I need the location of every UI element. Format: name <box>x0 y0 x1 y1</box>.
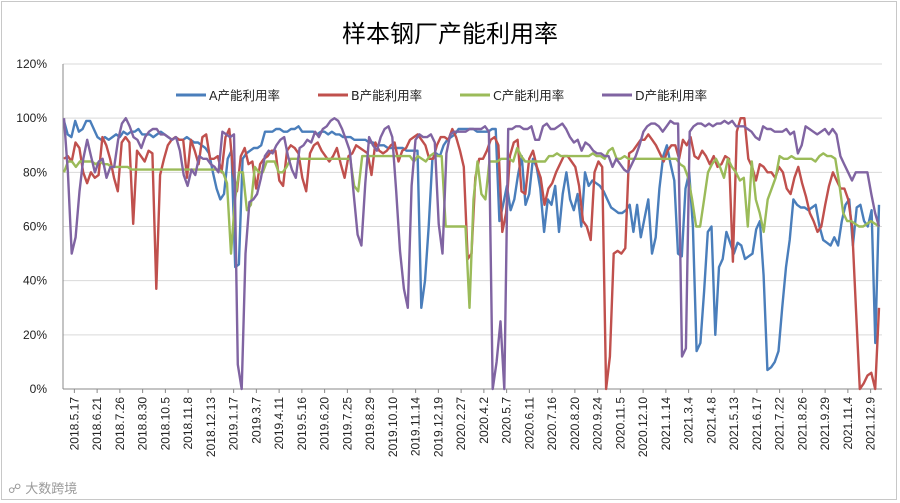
x-tick-label: 2018.7.26 <box>113 397 127 451</box>
x-tick-label: 2019.10.10 <box>386 397 400 457</box>
x-axis-ticks: 2018.5.17 2018.6.21 2018.7.26 2018.8.30 2018… <box>67 389 878 457</box>
x-tick-label: 2021.6.17 <box>750 397 764 451</box>
x-tick-label: 2020.9.24 <box>591 397 605 451</box>
x-tick-label: 2021.4.8 <box>704 397 718 444</box>
series-line-c <box>62 146 880 309</box>
legend-label: A产能利用率 <box>209 88 280 103</box>
x-tick-label: 2020.4.2 <box>477 397 491 444</box>
y-tick-label: 60% <box>23 220 47 234</box>
x-tick-label: 2019.11.14 <box>409 397 423 456</box>
y-axis-ticks: 0% 20% 40% 60% 80% 100% 120% <box>16 57 47 396</box>
x-tick-label: 2020.6.11 <box>522 397 536 450</box>
x-tick-label: 2018.6.21 <box>90 397 104 451</box>
x-tick-label: 2018.11.8 <box>181 397 195 450</box>
x-tick-label: 2021.11.4 <box>841 397 855 450</box>
x-tick-label: 2021.7.22 <box>773 397 787 451</box>
legend: A产能利用率 B产能利用率 C产能利用率 D产能利用率 <box>176 88 707 103</box>
x-tick-label: 2018.5.17 <box>67 397 81 451</box>
x-tick-label: 2018.12.13 <box>204 397 218 457</box>
x-tick-label: 2019.4.11 <box>272 397 286 450</box>
y-tick-label: 20% <box>23 328 47 342</box>
y-tick-label: 0% <box>30 382 48 396</box>
x-tick-label: 2020.2.27 <box>454 397 468 451</box>
x-tick-label: 2019.12.19 <box>431 397 445 457</box>
x-tick-label: 2021.3.4 <box>682 397 696 444</box>
x-tick-label: 2020.11.5 <box>613 397 627 450</box>
legend-label: C产能利用率 <box>493 88 564 103</box>
x-tick-label: 2019.3.7 <box>249 397 263 444</box>
y-tick-label: 120% <box>16 57 47 71</box>
legend-label: D产能利用率 <box>635 88 707 103</box>
series-line-d <box>62 116 881 391</box>
y-tick-label: 40% <box>23 274 47 288</box>
x-tick-label: 2019.8.29 <box>363 397 377 451</box>
x-tick-label: 2019.7.25 <box>340 397 354 451</box>
x-tick-label: 2019.5.16 <box>295 397 309 451</box>
watermark-logo: ☍ 大数跨境 <box>8 482 78 497</box>
y-tick-label: 100% <box>16 111 47 125</box>
x-tick-label: 2020.8.20 <box>568 397 582 451</box>
x-tick-label: 2018.10.5 <box>158 397 172 451</box>
x-tick-label: 2021.9.29 <box>818 397 832 451</box>
y-tick-label: 80% <box>23 165 47 179</box>
x-tick-label: 2021.1.14 <box>659 397 673 451</box>
x-tick-label: 2020.7.16 <box>545 397 559 451</box>
x-tick-label: 2020.5.7 <box>500 397 514 444</box>
legend-label: B产能利用率 <box>351 88 422 103</box>
x-tick-label: 2019.6.20 <box>318 397 332 451</box>
x-tick-label: 2021.5.13 <box>727 397 741 451</box>
x-tick-label: 2021.12.9 <box>864 397 878 451</box>
x-tick-label: 2018.8.30 <box>136 397 150 451</box>
x-tick-label: 2020.12.10 <box>636 397 650 457</box>
chart-title: 样本钢厂产能利用率 <box>342 20 558 48</box>
x-tick-label: 2019.1.17 <box>227 397 241 451</box>
x-tick-label: 2021.8.26 <box>795 397 809 451</box>
series-lines <box>62 116 881 391</box>
